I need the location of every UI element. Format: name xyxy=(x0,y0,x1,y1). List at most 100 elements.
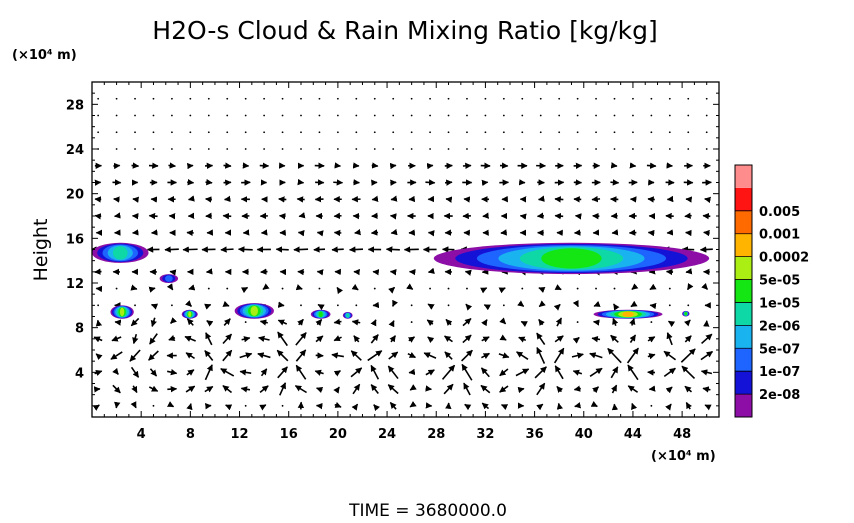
wind-vector xyxy=(501,232,507,233)
wind-vector xyxy=(577,115,579,117)
wind-vector xyxy=(116,115,118,117)
wind-vector xyxy=(153,405,155,407)
wind-vector xyxy=(168,165,175,166)
wind-vector xyxy=(150,334,158,344)
wind-vector xyxy=(171,148,173,150)
wind-vector xyxy=(595,288,597,290)
wind-vector xyxy=(280,383,286,396)
wind-vector xyxy=(577,148,579,150)
wind-vector xyxy=(282,405,284,407)
wind-vector xyxy=(410,405,413,407)
wind-vector xyxy=(189,148,191,150)
wind-vector xyxy=(628,348,639,363)
wind-vector xyxy=(572,354,583,357)
wind-vector xyxy=(466,98,468,100)
colorbar-label: 5e-07 xyxy=(759,342,800,357)
wind-vector xyxy=(393,304,394,306)
wind-vector xyxy=(221,369,234,376)
wind-vector xyxy=(669,288,671,290)
wind-vector xyxy=(577,321,579,323)
wind-vector xyxy=(555,348,564,363)
wind-vector xyxy=(116,131,118,133)
wind-vector xyxy=(485,98,487,100)
wind-vector xyxy=(132,165,139,166)
wind-vector xyxy=(555,216,563,217)
wind-vector xyxy=(260,321,267,323)
colorbar-label: 0.0002 xyxy=(759,251,809,266)
wind-vector xyxy=(317,272,321,273)
wind-vector xyxy=(503,148,505,150)
wind-vector xyxy=(297,199,304,200)
wind-vector xyxy=(152,305,156,306)
colorbar-swatch xyxy=(735,188,752,211)
wind-vector xyxy=(225,199,230,200)
wind-vector xyxy=(558,131,560,133)
wind-vector xyxy=(393,321,394,324)
wind-vector xyxy=(445,336,453,342)
wind-vector xyxy=(574,388,580,389)
wind-vector xyxy=(701,352,713,360)
wind-vector xyxy=(223,334,231,343)
wind-vector xyxy=(153,131,155,133)
wind-vector xyxy=(503,98,505,100)
wind-vector xyxy=(410,388,413,390)
x-unit-label: (×10⁴ m) xyxy=(651,449,716,464)
wind-vector xyxy=(669,115,671,117)
wind-vector xyxy=(300,131,302,133)
x-tick-label: 40 xyxy=(575,427,593,442)
wind-vector xyxy=(688,288,689,290)
wind-vector xyxy=(648,337,655,341)
cloud-contour xyxy=(346,313,349,317)
wind-vector xyxy=(319,131,321,133)
wind-vector xyxy=(649,389,653,390)
wind-vector xyxy=(392,148,394,150)
wind-vector xyxy=(632,131,634,133)
wind-vector xyxy=(577,288,579,290)
wind-vector xyxy=(705,199,709,200)
wind-vector xyxy=(648,232,654,233)
wind-vector xyxy=(650,321,652,323)
wind-vector xyxy=(116,148,118,150)
wind-vector xyxy=(411,98,413,100)
wind-vector xyxy=(613,385,617,393)
wind-vector xyxy=(153,148,155,150)
colorbar-label: 2e-06 xyxy=(759,319,800,334)
wind-vector xyxy=(317,232,321,233)
wind-vector xyxy=(282,98,284,100)
wind-vector xyxy=(149,216,157,217)
wind-vector xyxy=(668,333,673,345)
wind-vector xyxy=(226,305,229,306)
wind-vector xyxy=(408,354,416,358)
wind-vector xyxy=(482,368,490,377)
chart-title: H2O-s Cloud & Rain Mixing Ratio [kg/kg] xyxy=(152,16,657,45)
wind-vector xyxy=(189,98,191,100)
wind-vector xyxy=(131,318,138,325)
wind-vector xyxy=(298,182,303,183)
wind-vector xyxy=(687,304,689,306)
wind-vector xyxy=(557,318,561,326)
wind-vector xyxy=(134,404,136,408)
wind-vector xyxy=(650,131,652,133)
wind-vector xyxy=(539,304,542,306)
wind-vector xyxy=(240,372,251,374)
wind-vector xyxy=(263,148,265,150)
wind-vector xyxy=(294,249,308,250)
wind-vector xyxy=(448,131,450,133)
wind-vector xyxy=(259,338,270,340)
wind-vector xyxy=(300,288,302,289)
wind-vector xyxy=(167,371,176,373)
x-tick-label: 28 xyxy=(427,427,445,442)
colorbar-swatch xyxy=(735,325,752,348)
cloud-contour xyxy=(684,312,687,316)
wind-vector xyxy=(557,288,561,290)
wind-vector xyxy=(559,403,560,408)
wind-vector xyxy=(682,366,694,378)
wind-vector xyxy=(333,182,342,183)
wind-vector xyxy=(371,365,378,379)
wind-vector xyxy=(208,148,210,150)
wind-vector xyxy=(537,333,545,344)
wind-vector xyxy=(116,288,118,290)
wind-vector xyxy=(334,321,341,322)
wind-vector xyxy=(706,98,708,100)
